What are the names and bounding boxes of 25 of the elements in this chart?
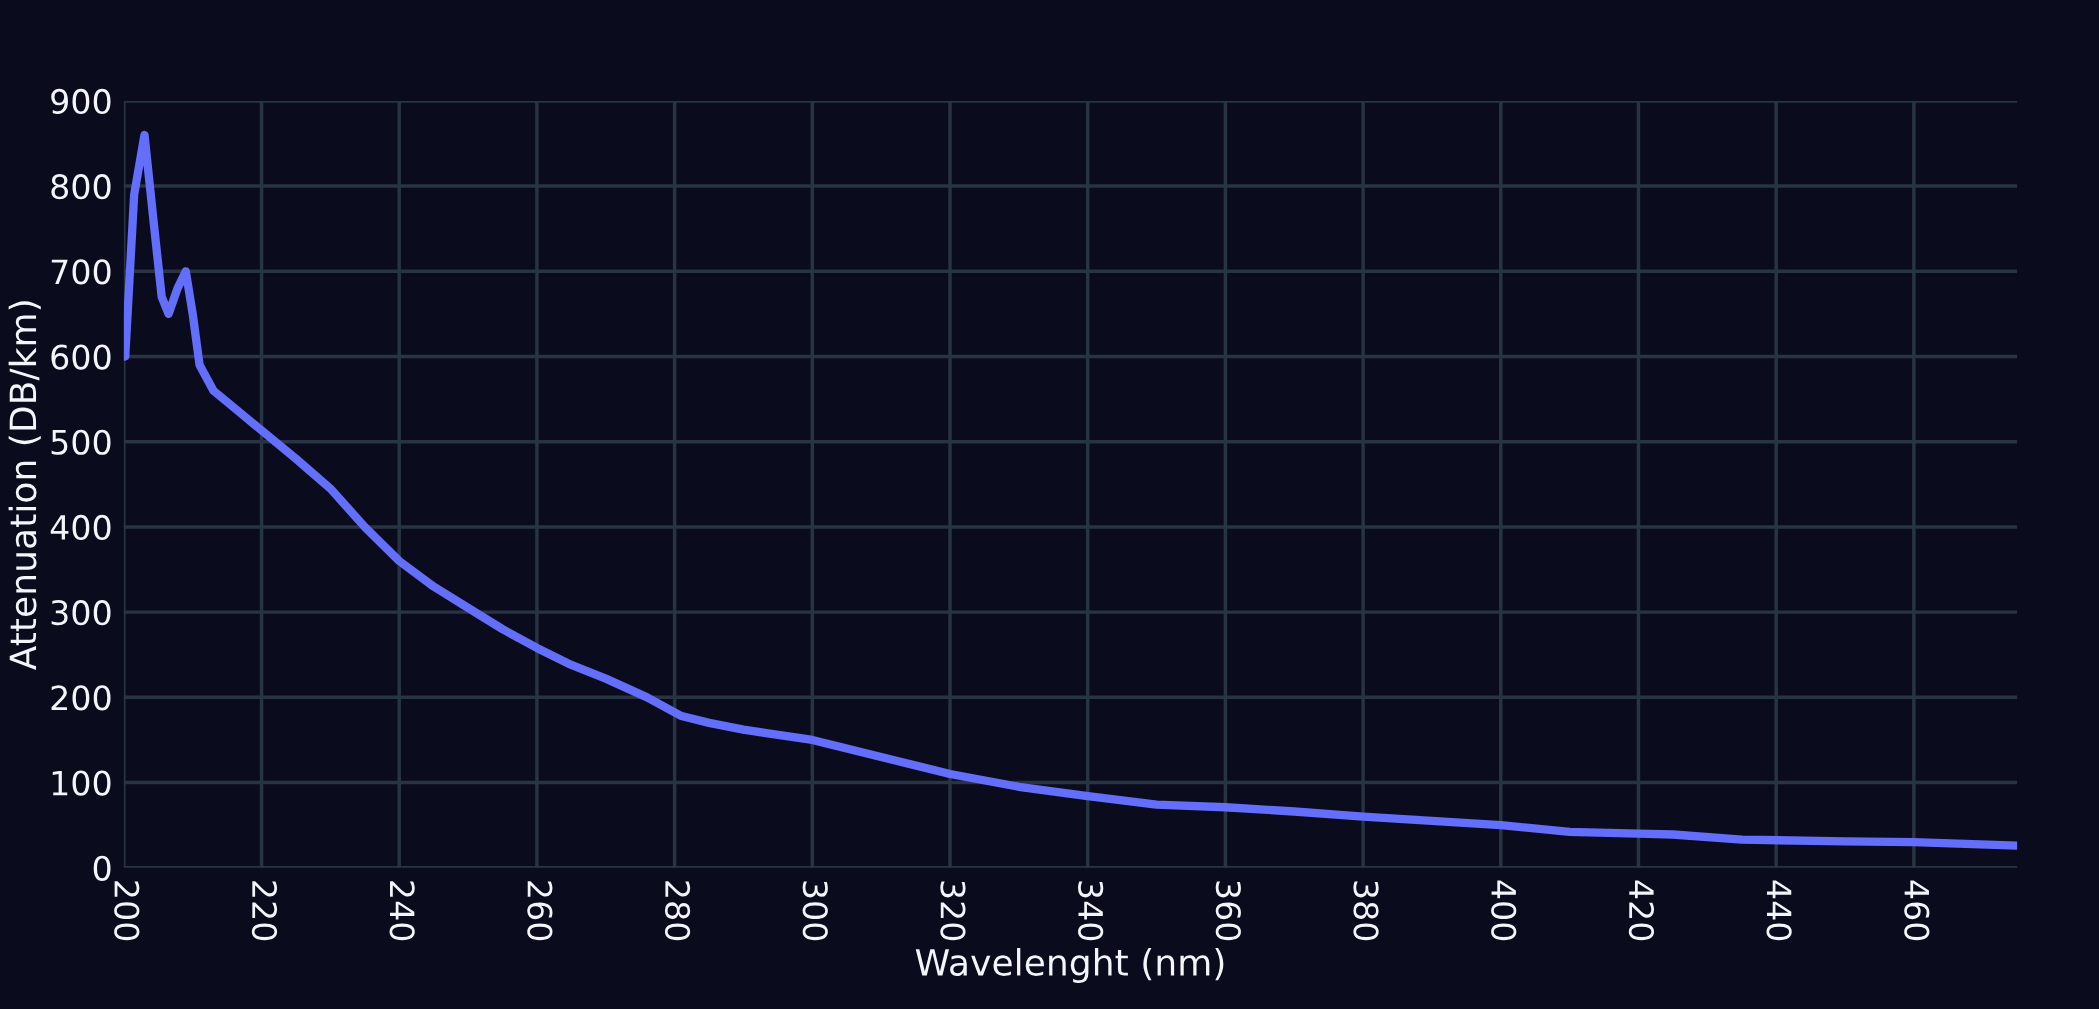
x-tick-label: 380 [1353, 881, 1379, 941]
x-tick-label: 220 [251, 881, 278, 941]
x-tick-label: 280 [664, 881, 691, 941]
y-tick-label: 200 [51, 685, 111, 711]
y-tick-label: 300 [51, 600, 111, 626]
y-tick-label: 500 [51, 429, 111, 455]
x-tick-label: 420 [1628, 880, 1655, 941]
y-tick-label: 800 [51, 174, 111, 200]
x-tick-label: 300 [802, 881, 828, 941]
x-tick-label: 340 [1078, 881, 1104, 941]
y-axis-title: Attenuation (DB/km) [8, 301, 41, 671]
x-tick-label: 460 [1904, 880, 1930, 941]
x-tick-label: 320 [940, 881, 966, 941]
x-tick-label: 260 [527, 881, 553, 941]
y-tick-label: 400 [50, 514, 111, 541]
x-tick-label: 440 [1766, 880, 1792, 941]
y-tick-label: 700 [51, 259, 111, 285]
y-tick-label: 900 [51, 88, 111, 115]
y-tick-label: 600 [51, 344, 111, 370]
x-tick-label: 360 [1215, 881, 1241, 941]
x-axis-title: Wavelenght (nm) [915, 948, 1224, 983]
y-tick-label: 100 [52, 770, 111, 796]
x-tick-label: 400 [1491, 880, 1517, 941]
x-tick-label: 240 [389, 881, 415, 941]
y-tick-label: 0 [93, 855, 111, 881]
